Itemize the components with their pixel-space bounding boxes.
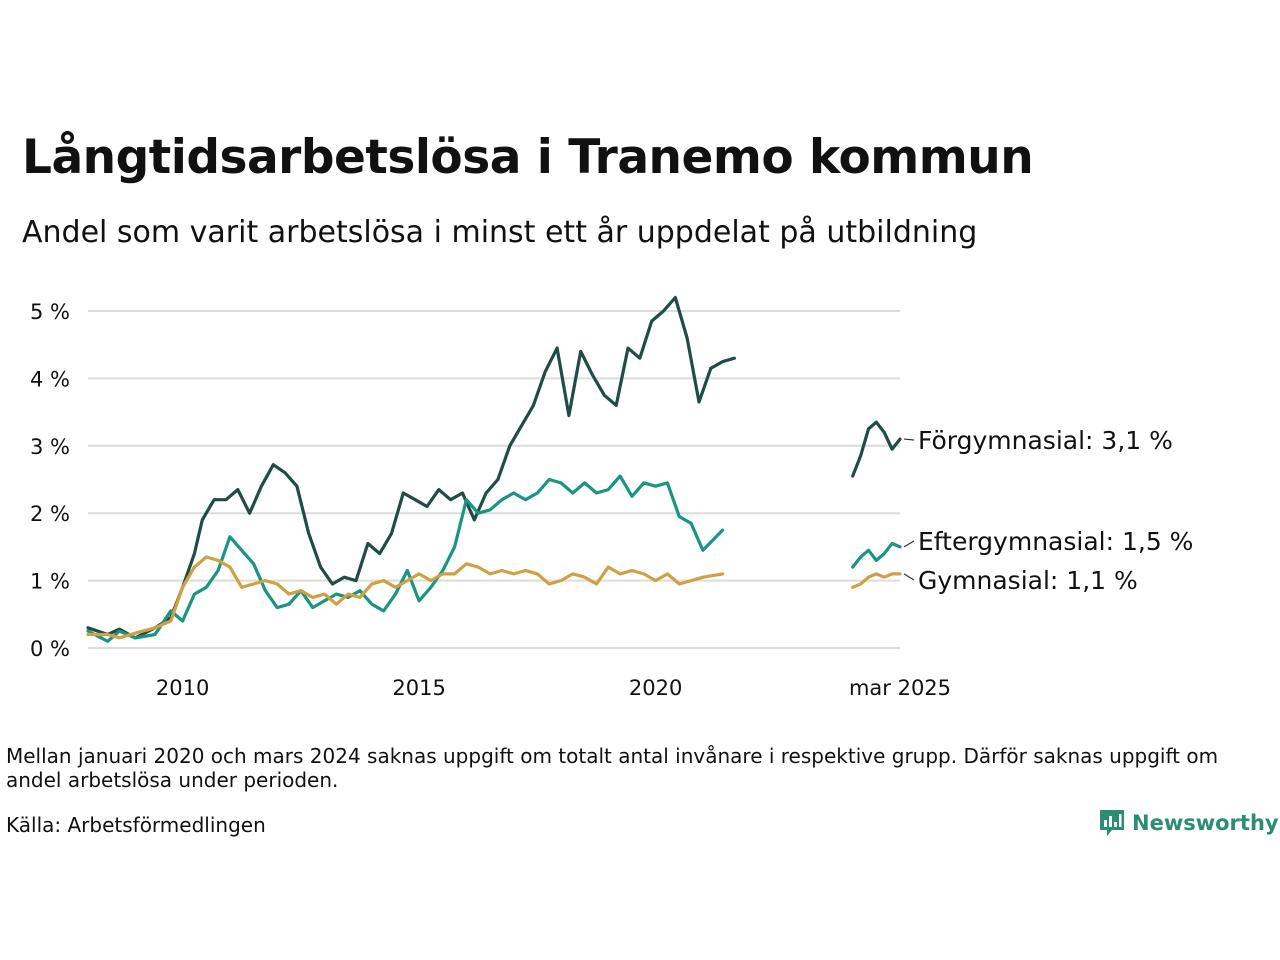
x-axis-ticks: 2010 2015 2020 mar 2025 bbox=[156, 676, 951, 700]
grid-lines bbox=[88, 310, 900, 649]
series-line-gymnasial bbox=[851, 572, 902, 589]
series-end-labels: Förgymnasial: 3,1 % Eftergymnasial: 1,5 %… bbox=[903, 426, 1193, 595]
series-line-eftergymnasial bbox=[86, 474, 725, 643]
line-chart: 0 %1 %2 %3 %4 %5 % 2010 2015 2020 mar 2025 … bbox=[30, 295, 1193, 700]
label-connector bbox=[903, 438, 915, 441]
x-tick-label: 2015 bbox=[392, 676, 445, 700]
series-line-eftergymnasial bbox=[851, 541, 902, 569]
x-tick-label: mar 2025 bbox=[849, 676, 951, 700]
source-text: Källa: Arbetsförmedlingen bbox=[6, 813, 266, 837]
label-connector bbox=[903, 573, 915, 581]
bar-chart-icon bbox=[1100, 810, 1124, 836]
series-line-förgymnasial bbox=[86, 295, 736, 640]
y-axis-ticks: 0 % 1 % 2 % 3 % 4 % 5 % bbox=[30, 300, 70, 661]
y-tick-label: 5 % bbox=[30, 300, 70, 324]
series-end-label: Förgymnasial: 3,1 % bbox=[918, 426, 1173, 455]
y-tick-label: 0 % bbox=[30, 637, 70, 661]
logo-text: Newsworthy bbox=[1132, 811, 1279, 835]
y-tick-label: 1 % bbox=[30, 570, 70, 594]
series-lines bbox=[86, 295, 902, 643]
chart-title: Långtidsarbetslösa i Tranemo kommun bbox=[22, 130, 1034, 185]
x-tick-label: 2020 bbox=[629, 676, 682, 700]
y-tick-label: 2 % bbox=[30, 502, 70, 526]
x-tick-label: 2010 bbox=[156, 676, 209, 700]
footnote: Mellan januari 2020 och mars 2024 saknas… bbox=[6, 744, 1219, 792]
label-connector bbox=[903, 540, 915, 548]
chart-subtitle: Andel som varit arbetslösa i minst ett å… bbox=[22, 215, 978, 250]
series-end-label: Eftergymnasial: 1,5 % bbox=[918, 527, 1193, 556]
series-line-förgymnasial bbox=[851, 420, 902, 478]
newsworthy-logo[interactable]: Newsworthy bbox=[1098, 808, 1279, 838]
y-tick-label: 4 % bbox=[30, 367, 70, 391]
series-end-label: Gymnasial: 1,1 % bbox=[918, 566, 1138, 595]
y-tick-label: 3 % bbox=[30, 435, 70, 459]
series-line-gymnasial bbox=[86, 555, 725, 640]
